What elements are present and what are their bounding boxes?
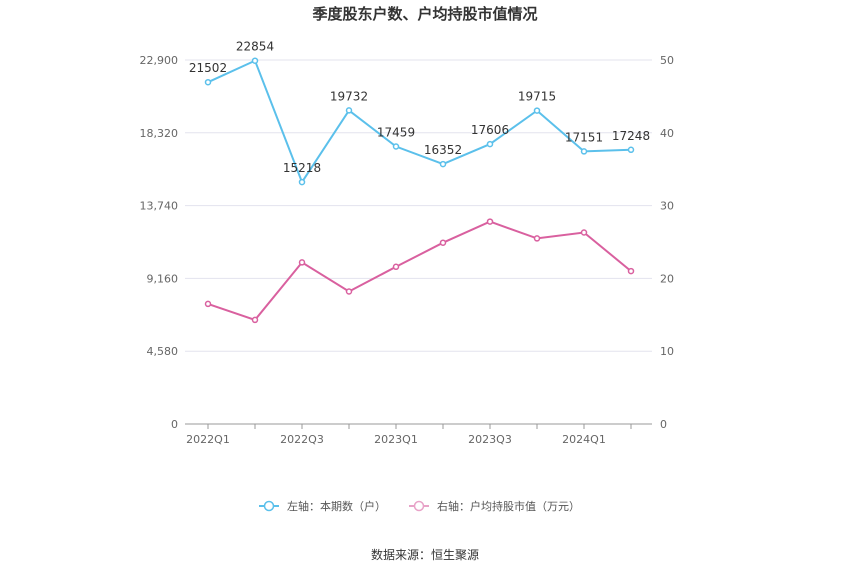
series-line-2 (207, 220, 632, 322)
data-point[interactable] (486, 218, 494, 225)
data-point[interactable] (486, 140, 494, 148)
data-point[interactable] (345, 288, 353, 295)
left-axis-tick-label: 0 (171, 418, 178, 431)
data-point[interactable] (580, 229, 588, 236)
data-point[interactable] (345, 107, 353, 114)
data-label: 19732 (330, 89, 368, 103)
legend-marker (263, 500, 275, 512)
data-label: 17151 (565, 130, 603, 144)
left-axis-tick-label: 9,160 (147, 272, 179, 285)
data-point[interactable] (204, 300, 212, 308)
data-label: 15218 (283, 161, 321, 175)
data-point[interactable] (580, 148, 588, 155)
x-axis-tick-label: 2022Q1 (186, 433, 230, 446)
left-axis-tick-label: 22,900 (140, 54, 179, 67)
legend-marker (413, 500, 425, 512)
right-axis-tick-label: 20 (660, 272, 674, 285)
right-axis-tick-label: 0 (660, 418, 667, 431)
data-point[interactable] (439, 239, 447, 246)
right-axis-tick-label: 40 (660, 127, 674, 140)
data-point[interactable] (251, 316, 259, 324)
right-axis-tick-label: 30 (660, 200, 674, 213)
data-point[interactable] (298, 259, 306, 266)
data-label: 19715 (518, 90, 556, 104)
legend-item-label[interactable]: 左轴：本期数（户） (287, 499, 386, 513)
data-label: 21502 (189, 61, 227, 75)
data-source: 数据来源：恒生聚源 (371, 547, 479, 562)
right-axis-tick-label: 50 (660, 54, 674, 67)
data-label: 17248 (612, 129, 650, 143)
left-axis-tick-label: 4,580 (147, 345, 179, 358)
legend-item-label[interactable]: 右轴：户均持股市值（万元） (437, 499, 580, 513)
data-label: 22854 (236, 40, 274, 54)
data-point[interactable] (204, 78, 212, 86)
series-line-1 (207, 59, 632, 185)
x-axis-tick-label: 2024Q1 (562, 433, 606, 446)
left-axis-tick-label: 13,740 (140, 200, 179, 213)
data-point[interactable] (627, 267, 635, 275)
data-point[interactable] (251, 57, 259, 64)
x-axis-tick-label: 2023Q3 (468, 433, 512, 446)
data-point[interactable] (533, 235, 541, 242)
data-label: 16352 (424, 143, 462, 157)
right-axis-tick-label: 10 (660, 345, 674, 358)
data-point[interactable] (627, 146, 635, 154)
x-axis-tick-label: 2023Q1 (374, 433, 418, 446)
data-point[interactable] (298, 178, 306, 186)
data-point[interactable] (392, 263, 400, 271)
x-axis-tick-label: 2022Q3 (280, 433, 324, 446)
data-point[interactable] (392, 143, 400, 150)
chart-title: 季度股东户数、户均持股市值情况 (312, 5, 537, 23)
data-label: 17459 (377, 126, 415, 140)
data-point[interactable] (439, 160, 447, 168)
left-axis-tick-label: 18,320 (140, 127, 179, 140)
data-point[interactable] (533, 107, 541, 114)
data-label: 17606 (471, 123, 509, 137)
